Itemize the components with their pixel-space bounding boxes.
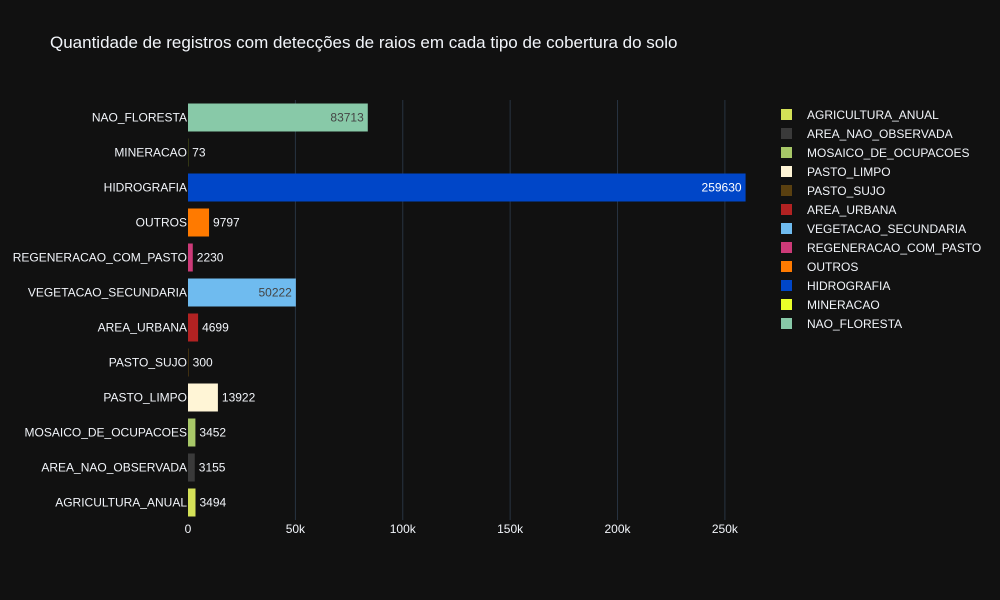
data-label: 259630 (702, 181, 742, 195)
data-label: 83713 (330, 111, 364, 125)
legend-swatch (781, 204, 792, 215)
legend-item[interactable]: PASTO_LIMPO (781, 162, 981, 181)
legend-swatch (781, 128, 792, 139)
legend-item[interactable]: OUTROS (781, 257, 981, 276)
bar-hidrografia[interactable] (188, 173, 746, 202)
y-tick-label: VEGETACAO_SECUNDARIA (28, 286, 187, 300)
legend-item[interactable]: AREA_URBANA (781, 200, 981, 219)
bar-agricultura-anual[interactable] (188, 488, 196, 517)
data-label: 73 (192, 146, 206, 160)
legend-label: AGRICULTURA_ANUAL (807, 107, 939, 122)
data-label: 3155 (199, 461, 226, 475)
legend-swatch (781, 185, 792, 196)
legend-item[interactable]: NAO_FLORESTA (781, 314, 981, 333)
bar-mosaico-de-ocupacoes[interactable] (188, 418, 196, 447)
legend-label: MOSAICO_DE_OCUPACOES (807, 145, 970, 160)
data-label: 300 (193, 356, 213, 370)
y-tick-label: OUTROS (136, 216, 187, 230)
legend-swatch (781, 242, 792, 253)
bar-area-nao-observada[interactable] (188, 453, 195, 482)
bar-area-urbana[interactable] (188, 313, 199, 342)
legend-label: PASTO_LIMPO (807, 164, 891, 179)
legend-swatch (781, 109, 792, 120)
x-tick-label: 50k (286, 522, 306, 536)
data-label: 3452 (199, 426, 226, 440)
legend-label: HIDROGRAFIA (807, 278, 891, 293)
bar-outros[interactable] (188, 208, 210, 237)
legend-swatch (781, 261, 792, 272)
legend-swatch (781, 166, 792, 177)
data-label: 13922 (222, 391, 256, 405)
data-label: 9797 (213, 216, 240, 230)
y-tick-label: AGRICULTURA_ANUAL (55, 496, 187, 510)
y-tick-label: NAO_FLORESTA (92, 111, 187, 125)
y-tick-label: MOSAICO_DE_OCUPACOES (25, 426, 187, 440)
x-tick-label: 200k (605, 522, 632, 536)
y-tick-label: AREA_URBANA (98, 321, 187, 335)
data-label: 4699 (202, 321, 229, 335)
data-label: 2230 (197, 251, 224, 265)
legend-swatch (781, 147, 792, 158)
legend-label: MINERACAO (807, 297, 880, 312)
data-label: 50222 (258, 286, 292, 300)
legend-label: AREA_URBANA (807, 202, 897, 217)
bar-vegetacao-secundaria[interactable] (188, 278, 296, 307)
y-tick-label: REGENERACAO_COM_PASTO (13, 251, 187, 265)
legend-item[interactable]: PASTO_SUJO (781, 181, 981, 200)
legend-item[interactable]: REGENERACAO_COM_PASTO (781, 238, 981, 257)
legend-label: OUTROS (807, 259, 859, 274)
bars (188, 103, 746, 517)
legend-item[interactable]: MINERACAO (781, 295, 981, 314)
x-tick-label: 250k (712, 522, 739, 536)
y-tick-label: PASTO_SUJO (109, 356, 187, 370)
legend-swatch (781, 299, 792, 310)
bar-pasto-limpo[interactable] (188, 383, 218, 412)
legend-label: PASTO_SUJO (807, 183, 886, 198)
y-tick-label: MINERACAO (114, 146, 187, 160)
legend-swatch (781, 223, 792, 234)
data-labels: 3494 3155 3452 13922 300 4699 50222 2230 9797 259… (192, 111, 742, 510)
legend-item[interactable]: HIDROGRAFIA (781, 276, 981, 295)
chart-title: Quantidade de registros com detecções de… (50, 33, 678, 52)
legend-item[interactable]: MOSAICO_DE_OCUPACOES (781, 143, 981, 162)
legend-swatch (781, 318, 792, 329)
y-tick-label: HIDROGRAFIA (104, 181, 187, 195)
legend: AGRICULTURA_ANUAL AREA_NAO_OBSERVADA MOSAI… (781, 105, 981, 333)
data-label: 3494 (200, 496, 227, 510)
y-tick-label: AREA_NAO_OBSERVADA (41, 461, 187, 475)
legend-swatch (781, 280, 792, 291)
x-tick-label: 0 (185, 522, 192, 536)
bar-pasto-sujo[interactable] (188, 348, 189, 377)
gridlines (294, 100, 726, 520)
legend-label: VEGETACAO_SECUNDARIA (807, 221, 967, 236)
legend-label: REGENERACAO_COM_PASTO (807, 240, 982, 255)
legend-label: NAO_FLORESTA (807, 316, 903, 331)
bar-nao-floresta[interactable] (188, 103, 368, 132)
y-axis-tick-labels: AGRICULTURA_ANUAL AREA_NAO_OBSERVADA MOSAI… (13, 111, 188, 510)
legend-item[interactable]: AREA_NAO_OBSERVADA (781, 124, 981, 143)
legend-label: AREA_NAO_OBSERVADA (807, 126, 953, 141)
x-tick-label: 150k (497, 522, 524, 536)
legend-item[interactable]: VEGETACAO_SECUNDARIA (781, 219, 981, 238)
x-axis-tick-labels: 0 50k 100k 150k 200k 250k (185, 522, 739, 536)
y-tick-label: PASTO_LIMPO (103, 391, 187, 405)
legend-item[interactable]: AGRICULTURA_ANUAL (781, 105, 981, 124)
bar-regeneracao-com-pasto[interactable] (188, 243, 193, 272)
x-tick-label: 100k (390, 522, 417, 536)
